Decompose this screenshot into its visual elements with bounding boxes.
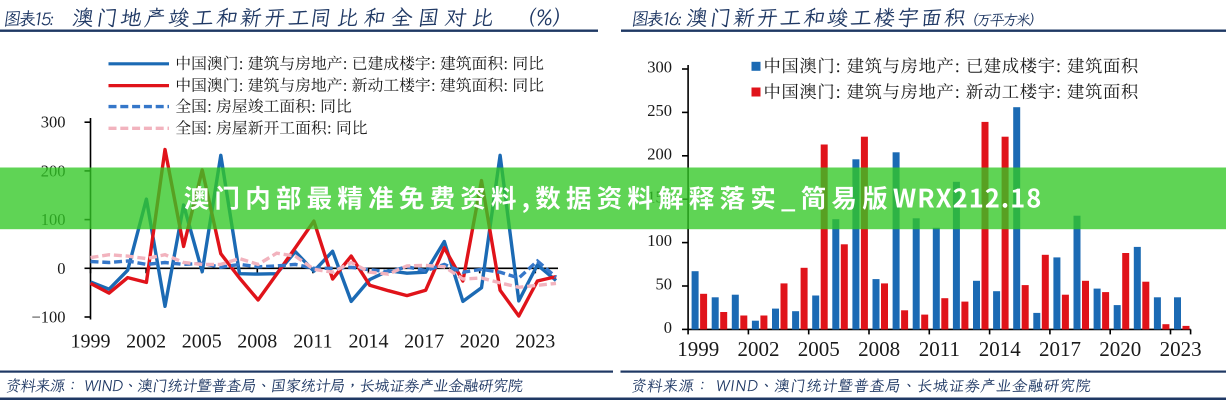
svg-text:2020: 2020 <box>460 331 500 353</box>
svg-text:2017: 2017 <box>404 331 444 353</box>
svg-text:2023: 2023 <box>1160 337 1202 361</box>
svg-text:2020: 2020 <box>1099 337 1141 361</box>
svg-text:2011: 2011 <box>919 337 960 361</box>
svg-text:300: 300 <box>647 58 672 77</box>
svg-text:200: 200 <box>647 144 672 163</box>
svg-text:2011: 2011 <box>293 331 332 353</box>
svg-text:2008: 2008 <box>237 331 277 353</box>
svg-text:2002: 2002 <box>738 337 780 361</box>
svg-text:2014: 2014 <box>349 331 389 353</box>
svg-text:250: 250 <box>647 101 672 120</box>
svg-text:2005: 2005 <box>798 337 840 361</box>
svg-text:2005: 2005 <box>182 331 222 353</box>
svg-text:0: 0 <box>664 318 672 337</box>
svg-text:2014: 2014 <box>979 337 1022 361</box>
svg-text:−100: −100 <box>31 308 65 327</box>
svg-text:0: 0 <box>57 259 65 278</box>
svg-text:2023: 2023 <box>515 331 555 353</box>
svg-text:1999: 1999 <box>677 337 719 361</box>
svg-text:2017: 2017 <box>1039 337 1081 361</box>
svg-text:2008: 2008 <box>858 337 900 361</box>
svg-text:100: 100 <box>647 231 672 250</box>
svg-text:300: 300 <box>41 113 66 132</box>
svg-text:2002: 2002 <box>126 331 166 353</box>
svg-text:50: 50 <box>656 275 673 294</box>
svg-text:1999: 1999 <box>71 331 111 353</box>
